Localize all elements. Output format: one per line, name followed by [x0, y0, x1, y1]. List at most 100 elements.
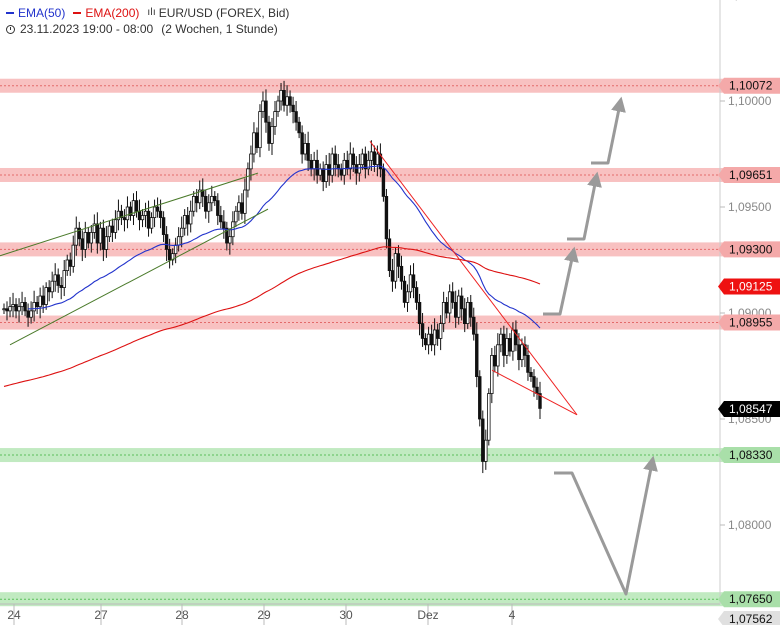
candle-body — [204, 195, 208, 212]
price-label-ema200: 1,09125 — [718, 278, 780, 295]
candle-body — [188, 210, 193, 225]
candle-body — [273, 111, 277, 127]
ema-lines — [3, 165, 541, 387]
candle-body — [179, 227, 184, 238]
candle-body — [532, 376, 536, 388]
candle-body — [35, 301, 39, 308]
x-tick-label: 30 — [339, 608, 353, 622]
candle-body — [372, 151, 377, 166]
candle-body — [2, 308, 6, 311]
candle-body — [309, 159, 313, 170]
candle-body — [330, 153, 334, 176]
candle-body — [219, 215, 223, 223]
candle-body — [128, 206, 133, 216]
candle-body — [270, 126, 274, 144]
candle-body — [469, 301, 473, 318]
candle-body — [225, 227, 229, 244]
time-range-label: 23.11.2023 19:00 - 08:00 — [20, 22, 154, 36]
candle-body — [116, 210, 121, 221]
candle-body — [408, 274, 413, 293]
candle-body — [426, 333, 431, 346]
candle-body — [222, 221, 226, 229]
candle-body — [435, 329, 440, 339]
price-label-bg — [718, 77, 780, 94]
price-label-text: 1,09125 — [729, 280, 773, 294]
candlestick-icon: ılı — [147, 7, 156, 18]
candle-body — [447, 291, 452, 314]
candle-body — [50, 280, 54, 293]
arrow-up-2 — [567, 171, 602, 241]
candle-body — [131, 200, 136, 216]
price-label-text: 1,09651 — [729, 168, 773, 182]
candle-body — [53, 274, 57, 282]
price-label-resistance: 1,09651 — [718, 166, 780, 183]
price-label-text: 1,08330 — [729, 448, 773, 462]
candle-body — [297, 121, 301, 134]
candles — [2, 80, 542, 474]
candle-body — [195, 195, 199, 204]
candle-body — [453, 301, 458, 318]
price-label-low: 1,07562 — [718, 611, 780, 625]
candle-body — [146, 210, 151, 229]
candle-body — [68, 259, 72, 267]
ema200-swatch — [73, 12, 82, 14]
candle-body — [161, 217, 166, 235]
candle-body — [23, 301, 27, 312]
price-label-bg — [718, 611, 780, 625]
candle-body — [478, 376, 482, 420]
candle-body — [59, 285, 63, 288]
candle-body — [399, 265, 404, 282]
ema50-swatch — [6, 12, 14, 14]
candle-body — [149, 217, 154, 229]
candle-body — [475, 333, 479, 378]
price-label-resistance: 1,10072 — [718, 77, 780, 94]
candle-body — [134, 200, 139, 212]
candle-body — [294, 111, 298, 123]
upper-trend-channel-line — [0, 172, 259, 257]
candle-body — [92, 223, 97, 233]
candle-body — [393, 253, 398, 282]
candle-body — [288, 96, 292, 106]
candle-body — [378, 153, 383, 170]
candle-body — [137, 210, 142, 221]
candle-body — [228, 236, 232, 244]
candle-body — [213, 195, 217, 202]
candle-body — [182, 215, 187, 229]
candle-body — [414, 287, 419, 303]
candle-body — [339, 168, 343, 176]
candle-body — [210, 195, 214, 204]
candle-body — [17, 306, 21, 312]
lower-trend-channel-line — [9, 208, 269, 346]
candle-body — [450, 291, 455, 303]
flag-lower-line — [491, 369, 578, 416]
candle-body — [47, 287, 51, 293]
ema50-label: EMA(50) — [18, 6, 66, 20]
candle-body — [246, 168, 250, 191]
x-tick-label: 28 — [175, 608, 189, 622]
candle-body — [348, 153, 352, 170]
candle-body — [125, 206, 130, 221]
candle-body — [198, 189, 202, 204]
candle-body — [29, 310, 33, 318]
candle-body — [441, 301, 446, 324]
candle-body — [234, 210, 238, 223]
candle-body — [490, 354, 494, 394]
candle-body — [74, 227, 78, 246]
candle-body — [26, 310, 30, 318]
candle-body — [77, 227, 81, 240]
arrow-up-3 — [591, 96, 626, 165]
candle-body — [89, 232, 94, 244]
candle-body — [192, 195, 196, 212]
candle-body — [505, 338, 509, 356]
candle-body — [517, 344, 521, 361]
x-tick-label: Dez — [417, 608, 438, 622]
candle-body — [8, 306, 12, 312]
candle-body — [460, 295, 464, 310]
candle-body — [463, 308, 467, 325]
candle-body — [32, 301, 36, 312]
price-label-last: 1,08547 — [718, 401, 780, 418]
candle-body — [240, 202, 244, 214]
candle-body — [258, 111, 262, 149]
candle-body — [101, 227, 106, 250]
